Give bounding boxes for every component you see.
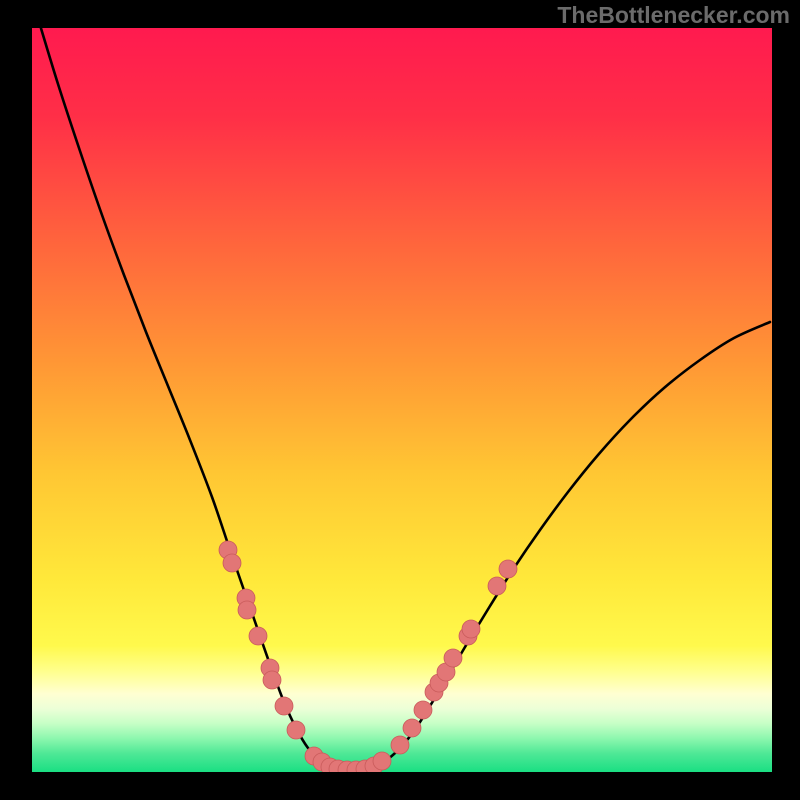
data-marker: [403, 719, 421, 737]
data-marker: [499, 560, 517, 578]
data-marker: [391, 736, 409, 754]
data-marker: [287, 721, 305, 739]
data-marker: [263, 671, 281, 689]
plot-area: [32, 28, 772, 772]
data-marker: [462, 620, 480, 638]
chart-stage: TheBottlenecker.com: [0, 0, 800, 800]
data-marker: [488, 577, 506, 595]
data-marker: [249, 627, 267, 645]
data-marker: [223, 554, 241, 572]
data-marker: [414, 701, 432, 719]
watermark-text: TheBottlenecker.com: [557, 2, 790, 29]
data-marker: [444, 649, 462, 667]
chart-svg: [0, 0, 800, 800]
data-marker: [238, 601, 256, 619]
data-marker: [373, 752, 391, 770]
data-marker: [275, 697, 293, 715]
